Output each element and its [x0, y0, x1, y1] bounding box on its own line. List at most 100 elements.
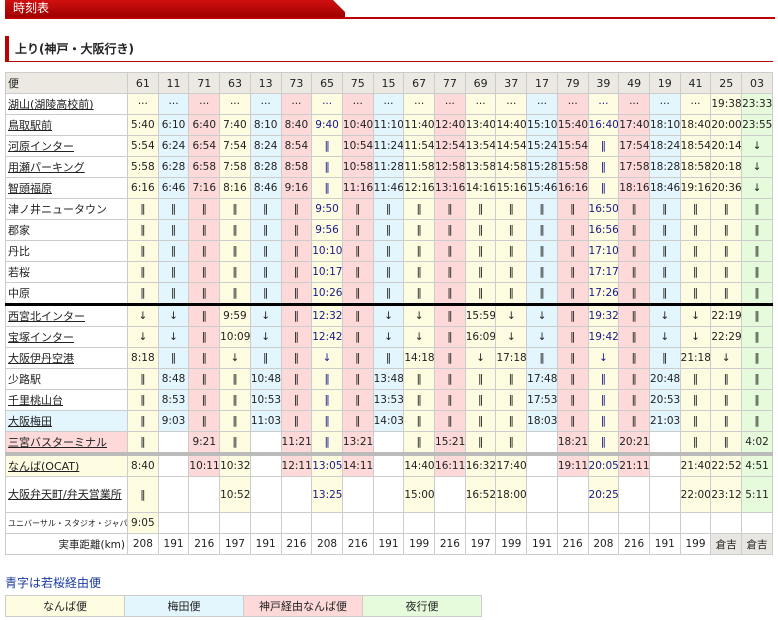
bus-number-header: 65 [311, 72, 343, 94]
stop-link[interactable]: 千里桃山台 [5, 389, 128, 411]
time-cell: 6:16 [127, 177, 159, 199]
time-cell: ‖ [587, 431, 620, 456]
bus-number-header: 13 [249, 72, 282, 94]
time-cell: ‖ [372, 282, 405, 306]
time-cell [618, 512, 650, 534]
time-cell: ↓ [157, 326, 190, 348]
time-cell: 8:16 [219, 177, 251, 199]
stop-link[interactable]: 大阪梅田 [5, 410, 128, 432]
time-cell [249, 512, 282, 534]
bus-number-header: 67 [403, 72, 436, 94]
time-cell [495, 512, 528, 534]
time-cell: ‖ [403, 240, 436, 262]
time-cell: ‖ [403, 282, 436, 306]
time-cell: ‖ [434, 219, 466, 241]
time-cell: ‖ [710, 198, 743, 220]
time-cell [372, 476, 405, 513]
time-cell [188, 512, 221, 534]
time-cell: 21:03 [648, 410, 681, 432]
time-cell: 22:29 [710, 326, 743, 348]
time-cell: ↓ [495, 304, 528, 327]
time-cell: ‖ [219, 389, 251, 411]
time-cell: 8:54 [280, 135, 313, 157]
time-cell: ‖ [618, 219, 650, 241]
time-cell: 6:10 [157, 114, 190, 136]
time-cell: 15:24 [526, 135, 558, 157]
stop-row: 三宮バスターミナル ‖ 9:21 ‖ 11:21 ‖ 13:21 ‖ 15:21 ‖ ‖ 18:21 ‖… [5, 431, 773, 456]
time-cell: ‖ [741, 219, 773, 241]
time-cell: 17:18 [495, 347, 528, 369]
stop-link[interactable]: 湖山(湖陵高校前) [5, 93, 128, 115]
time-cell: 11:28 [372, 156, 405, 178]
time-cell: 5:40 [127, 114, 159, 136]
time-cell: ‖ [311, 177, 343, 199]
time-cell: 14:18 [403, 347, 436, 369]
distance-cell: 216 [280, 533, 313, 555]
time-cell: 12:16 [403, 177, 436, 199]
time-cell: 13:53 [372, 389, 405, 411]
time-cell: 18:00 [495, 476, 528, 513]
time-cell: 8:28 [249, 156, 282, 178]
stop-link[interactable]: 西宮北インター [5, 304, 128, 327]
time-cell: ··· [618, 93, 650, 115]
time-cell: ‖ [587, 156, 620, 178]
time-cell: ‖ [157, 282, 190, 306]
time-cell: 17:48 [526, 368, 558, 390]
stop-name: 丹比 [5, 240, 128, 262]
stop-link[interactable]: 大阪弁天町/弁天営業所 [5, 476, 128, 513]
time-cell: ‖ [434, 240, 466, 262]
stop-link[interactable]: 智頭福原 [5, 177, 128, 199]
time-cell: ‖ [587, 368, 620, 390]
time-cell: ‖ [157, 240, 190, 262]
time-cell [526, 512, 558, 534]
time-cell: ‖ [464, 219, 497, 241]
time-cell [464, 512, 497, 534]
time-cell: ‖ [219, 261, 251, 283]
time-cell [372, 512, 405, 534]
time-cell: ‖ [311, 135, 343, 157]
corner-label: 便 [5, 72, 128, 94]
time-cell: ↓ [403, 304, 436, 327]
header-divider [5, 17, 775, 19]
time-cell: ‖ [710, 261, 743, 283]
time-cell: ‖ [495, 219, 528, 241]
time-cell: ‖ [311, 368, 343, 390]
time-cell: 14:40 [403, 453, 436, 477]
stop-link[interactable]: 鳥取駅前 [5, 114, 128, 136]
time-cell: ‖ [341, 261, 374, 283]
time-cell: ↓ [127, 326, 159, 348]
stop-link[interactable]: なんば(OCAT) [5, 453, 128, 477]
time-cell: ‖ [280, 282, 313, 306]
stop-link[interactable]: 大阪伊丹空港 [5, 347, 128, 369]
time-cell: 10:40 [341, 114, 374, 136]
stop-row: 津ノ井ニュータウン ‖ ‖ ‖ ‖ ‖ ‖ 9:50 ‖ ‖ ‖ ‖ ‖ ‖ ‖ ‖ 16:50 ‖ ‖ ‖ ‖ ‖ [5, 198, 773, 220]
stop-link[interactable]: 用瀬パーキング [5, 156, 128, 178]
bus-number-header: 19 [648, 72, 681, 94]
time-cell: 18:21 [556, 431, 589, 456]
time-cell: ··· [188, 93, 221, 115]
stop-link[interactable]: 宝塚インター [5, 326, 128, 348]
distance-cell: 199 [679, 533, 712, 555]
time-cell: ‖ [464, 368, 497, 390]
time-cell: ‖ [219, 219, 251, 241]
time-cell: 20:36 [710, 177, 743, 199]
time-cell: 13:21 [341, 431, 374, 456]
time-cell: ‖ [741, 282, 773, 306]
stop-link[interactable]: 三宮バスターミナル [5, 431, 128, 456]
time-cell: ‖ [741, 240, 773, 262]
time-cell: ‖ [127, 198, 159, 220]
time-cell: ↓ [587, 347, 620, 369]
distance-cell: 208 [127, 533, 159, 555]
stop-row: 智頭福原 6:16 6:46 7:16 8:16 8:46 9:16 ‖ 11:16 11:46 1… [5, 177, 773, 199]
time-cell: ‖ [679, 240, 712, 262]
time-cell: ↓ [648, 304, 681, 327]
time-cell [249, 431, 282, 456]
stop-link[interactable]: 河原インター [5, 135, 128, 157]
time-cell: ‖ [434, 389, 466, 411]
time-cell: 18:03 [526, 410, 558, 432]
time-cell: 8:53 [157, 389, 190, 411]
time-cell: 6:46 [157, 177, 190, 199]
time-cell: ··· [434, 93, 466, 115]
time-cell: 6:58 [188, 156, 221, 178]
time-cell: ‖ [311, 431, 343, 456]
